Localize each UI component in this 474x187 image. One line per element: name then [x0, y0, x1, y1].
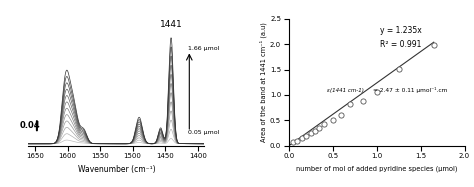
Text: 0.04: 0.04 [19, 121, 40, 130]
Point [302, 134, 310, 137]
Text: y = 1.235x: y = 1.235x [380, 26, 422, 35]
Text: ε(1441 cm-1): ε(1441 cm-1) [328, 88, 364, 94]
Y-axis label: Area of the band at 1441 cm⁻¹ (a.u): Area of the band at 1441 cm⁻¹ (a.u) [259, 22, 267, 142]
X-axis label: number of mol of added pyridine species (μmol): number of mol of added pyridine species … [296, 165, 457, 171]
Point [373, 91, 381, 94]
Point [311, 129, 319, 132]
Point [337, 114, 345, 117]
Text: = 2.47 ± 0.11 μmol⁻¹.cm: = 2.47 ± 0.11 μmol⁻¹.cm [373, 88, 447, 94]
Point [329, 119, 337, 122]
Point [307, 132, 314, 135]
Point [360, 100, 367, 103]
Point [298, 137, 306, 140]
Point [294, 139, 301, 142]
Text: R² = 0.991: R² = 0.991 [380, 40, 421, 49]
Point [395, 67, 402, 70]
Text: 1.66 μmol: 1.66 μmol [188, 46, 219, 51]
X-axis label: Wavenumber (cm⁻¹): Wavenumber (cm⁻¹) [78, 165, 155, 174]
Text: 1441: 1441 [160, 20, 182, 29]
Point [346, 103, 354, 106]
Text: 0.05 μmol: 0.05 μmol [188, 130, 219, 135]
Point [430, 44, 438, 47]
Point [289, 141, 297, 144]
Point [320, 123, 328, 126]
Point [316, 127, 323, 130]
